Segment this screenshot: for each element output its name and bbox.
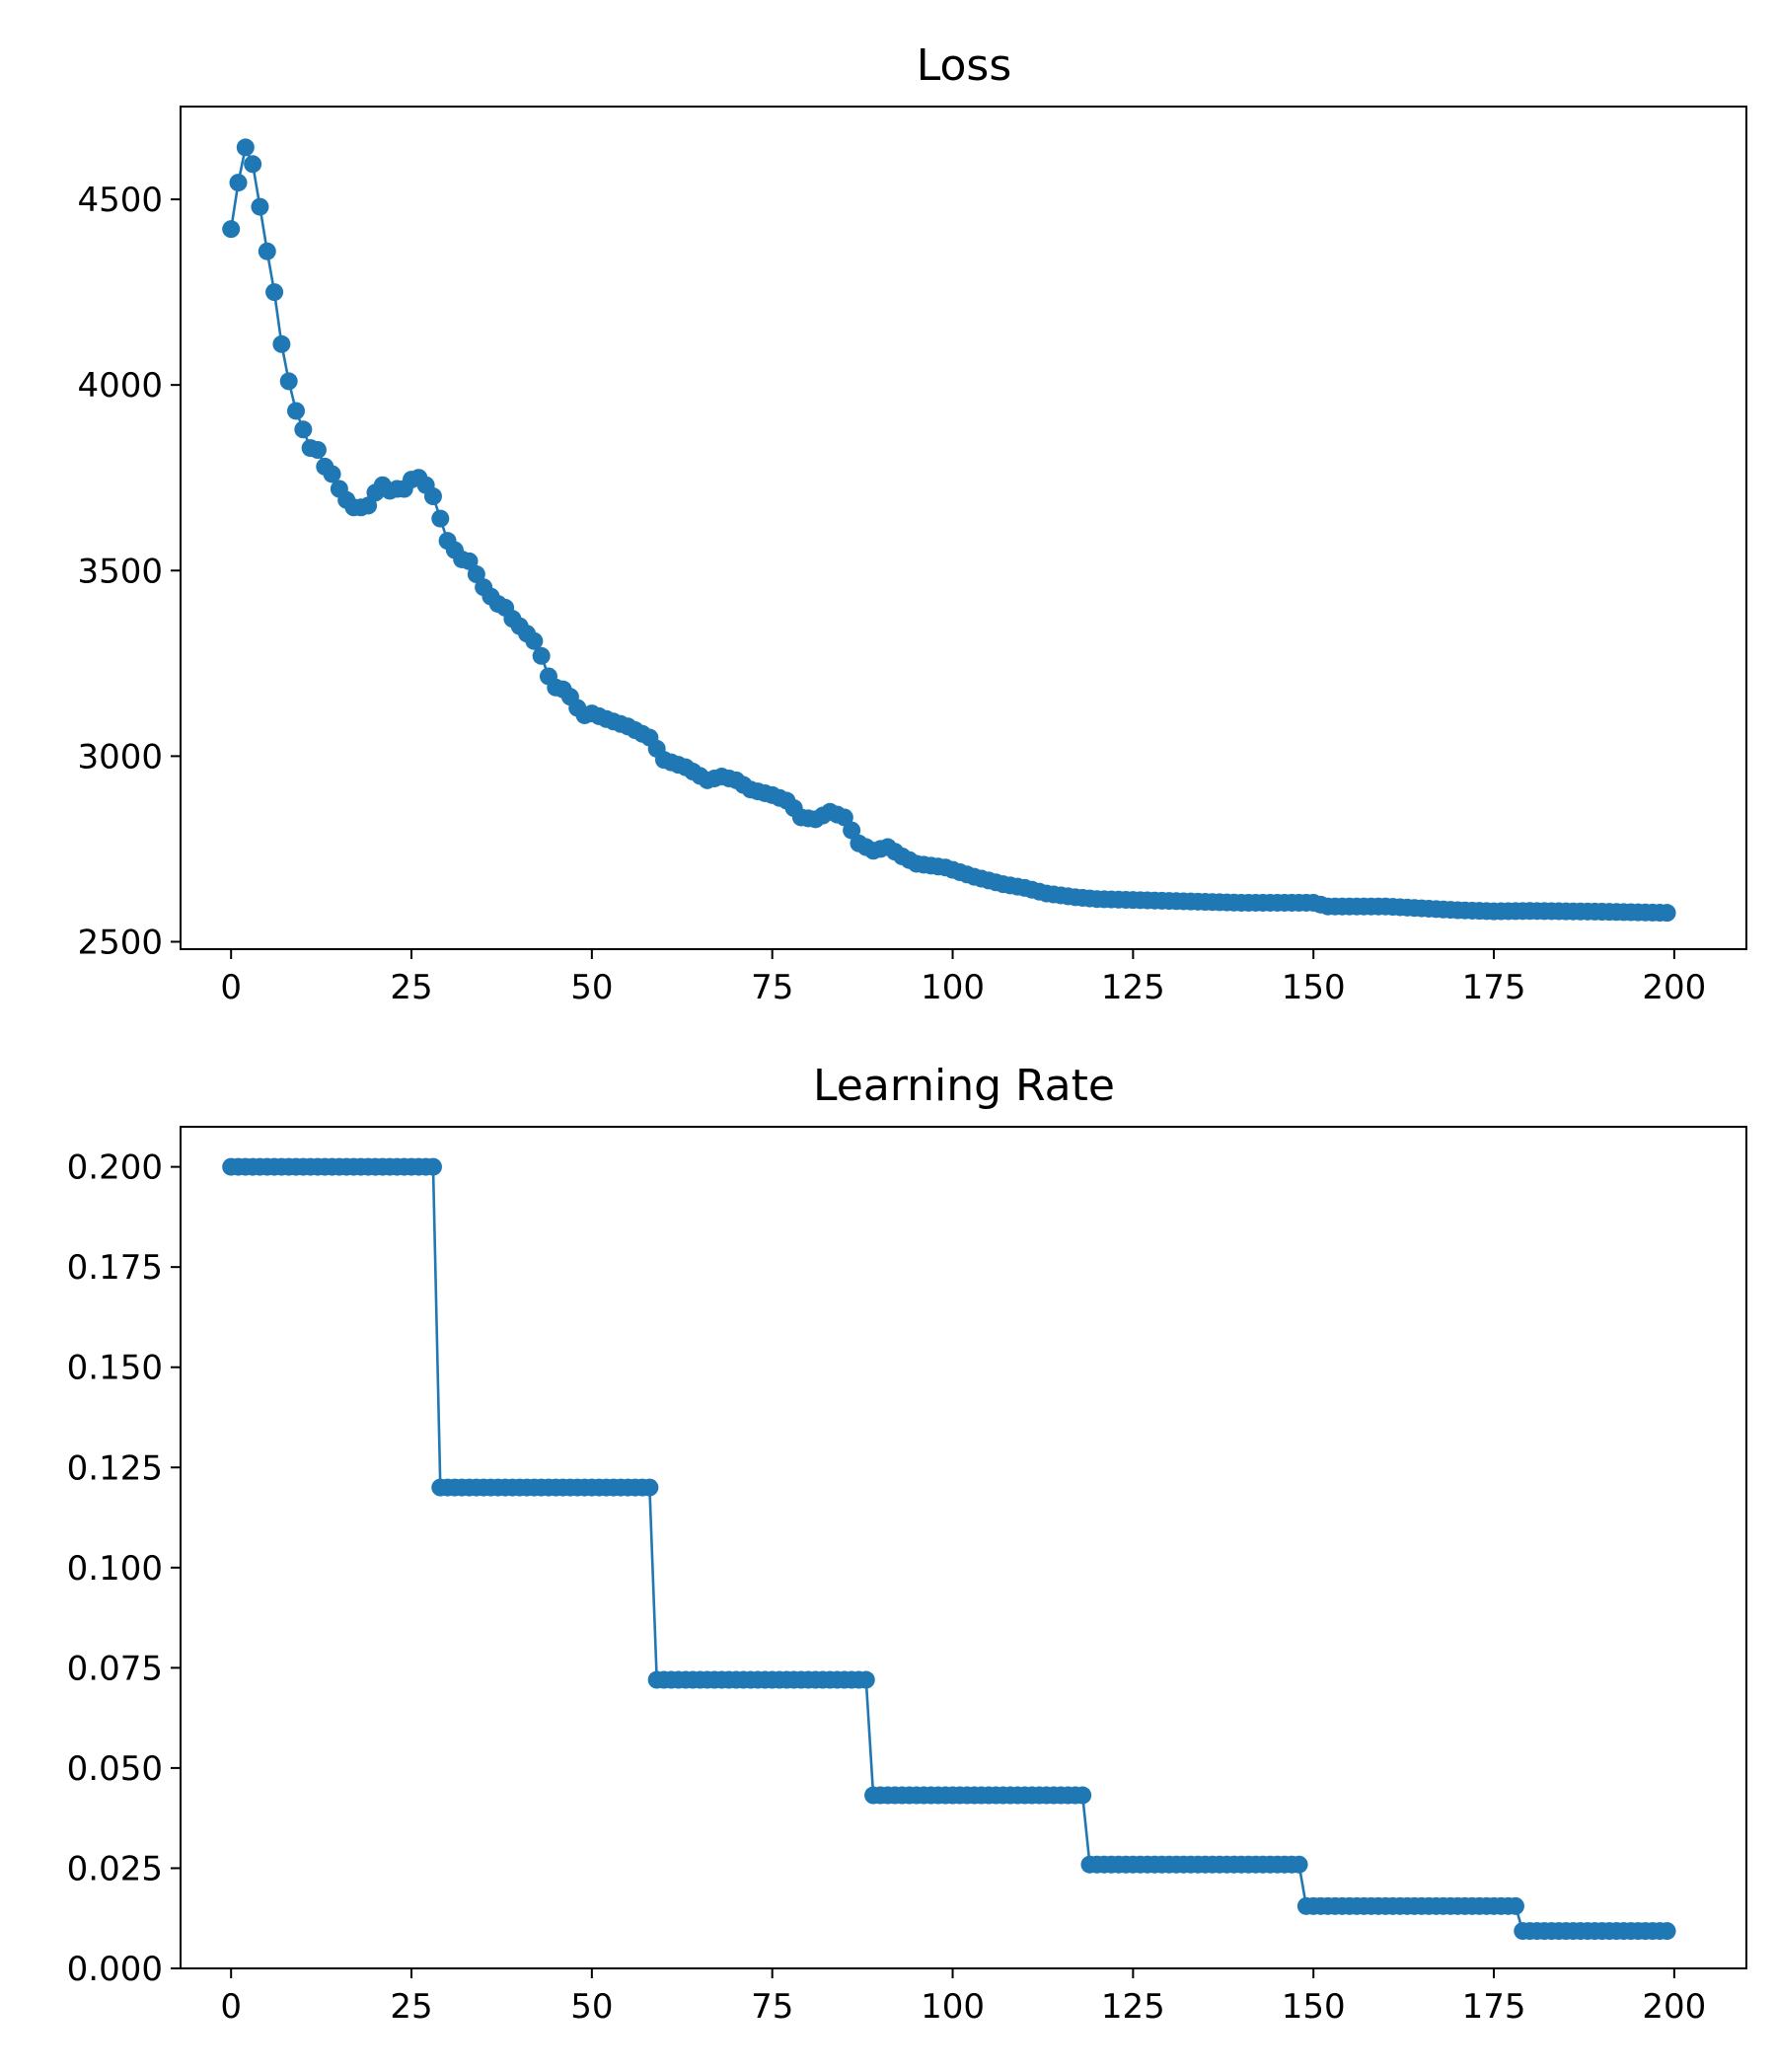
loss-data-point: [251, 197, 269, 216]
lr-data-point: [1073, 1786, 1092, 1805]
lr-y-tick-label: 0.200: [67, 1148, 163, 1188]
loss-chart-title: Loss: [917, 40, 1012, 91]
lr-data-point: [423, 1157, 442, 1176]
lr-x-axis: 0 25 50 75 100 125 150 175 200: [220, 1968, 1706, 2027]
lr-y-tick-label: 0.175: [67, 1248, 163, 1288]
lr-data-point: [1506, 1896, 1524, 1915]
loss-y-tick-label: 4000: [77, 366, 163, 406]
loss-data-point: [460, 552, 479, 570]
loss-data-point: [236, 138, 255, 157]
lr-x-tick-label: 0: [220, 1987, 242, 2027]
lr-x-tick-label: 75: [751, 1987, 793, 2027]
loss-x-axis: 0 25 50 75 100 125 150 175 200: [220, 949, 1706, 1007]
loss-x-tick-label: 175: [1462, 968, 1526, 1007]
loss-data-point: [423, 487, 442, 506]
loss-x-tick-label: 25: [390, 968, 432, 1007]
lr-y-axis: 0.000 0.025 0.050 0.075 0.100 0.125 0.150 0.175…: [67, 1148, 181, 1989]
lr-data-point: [1290, 1855, 1308, 1874]
lr-series: [222, 1157, 1676, 1941]
lr-data-point: [640, 1478, 659, 1497]
loss-data-point: [258, 242, 276, 260]
loss-series: [222, 138, 1676, 923]
loss-chart: Loss 0 25 50 75 100 125 150 175 200 2500 3000 3500…: [77, 40, 1747, 1007]
lr-y-tick-label: 0.125: [67, 1448, 163, 1488]
loss-data-point: [835, 808, 853, 827]
loss-x-tick-label: 200: [1642, 968, 1706, 1007]
loss-y-tick-label: 4500: [77, 181, 163, 220]
loss-data-point: [229, 174, 248, 192]
lr-x-tick-label: 25: [390, 1987, 432, 2027]
loss-y-axis: 2500 3000 3500 4000 4500: [77, 181, 181, 962]
loss-data-point: [431, 509, 450, 528]
loss-y-tick-label: 3000: [77, 737, 163, 777]
lr-x-tick-label: 50: [570, 1987, 613, 2027]
loss-data-point: [467, 565, 485, 584]
loss-x-tick-label: 50: [570, 968, 613, 1007]
loss-x-tick-label: 150: [1282, 968, 1346, 1007]
loss-data-point: [294, 420, 313, 439]
lr-x-tick-label: 125: [1101, 1987, 1165, 2027]
loss-x-tick-label: 100: [921, 968, 985, 1007]
lr-data-point: [856, 1670, 875, 1689]
lr-y-tick-label: 0.075: [67, 1649, 163, 1688]
loss-x-tick-label: 0: [220, 968, 242, 1007]
lr-chart-title: Learning Rate: [813, 1061, 1115, 1111]
loss-data-point: [323, 465, 341, 483]
lr-x-tick-label: 150: [1282, 1987, 1346, 2027]
lr-x-tick-label: 175: [1462, 1987, 1526, 2027]
loss-data-point: [359, 496, 378, 515]
lr-y-tick-label: 0.100: [67, 1549, 163, 1589]
loss-data-point: [287, 402, 306, 420]
lr-data-point: [1658, 1922, 1676, 1941]
lr-x-tick-label: 100: [921, 1987, 985, 2027]
loss-y-tick-label: 3500: [77, 552, 163, 591]
loss-y-tick-label: 2500: [77, 923, 163, 962]
loss-data-point: [265, 283, 284, 302]
lr-y-tick-label: 0.050: [67, 1749, 163, 1789]
loss-data-point: [843, 821, 861, 840]
loss-data-point: [279, 372, 298, 391]
loss-x-tick-label: 75: [751, 968, 793, 1007]
loss-data-point: [222, 220, 241, 239]
loss-data-point: [532, 646, 551, 665]
loss-data-point: [308, 441, 327, 459]
loss-plot-frame: [180, 106, 1747, 950]
lr-plot-frame: [180, 1126, 1747, 1969]
lr-y-tick-label: 0.000: [67, 1950, 163, 1989]
lr-y-tick-label: 0.025: [67, 1849, 163, 1888]
loss-x-tick-label: 125: [1101, 968, 1165, 1007]
loss-data-point: [525, 631, 544, 650]
loss-data-point: [244, 155, 262, 174]
loss-data-point: [272, 334, 291, 353]
lr-x-tick-label: 200: [1642, 1987, 1706, 2027]
loss-data-point: [1658, 904, 1676, 923]
lr-chart: Learning Rate 0 25 50 75 100 125 150 175 200 0.0…: [67, 1061, 1747, 2027]
lr-y-tick-label: 0.150: [67, 1349, 163, 1388]
